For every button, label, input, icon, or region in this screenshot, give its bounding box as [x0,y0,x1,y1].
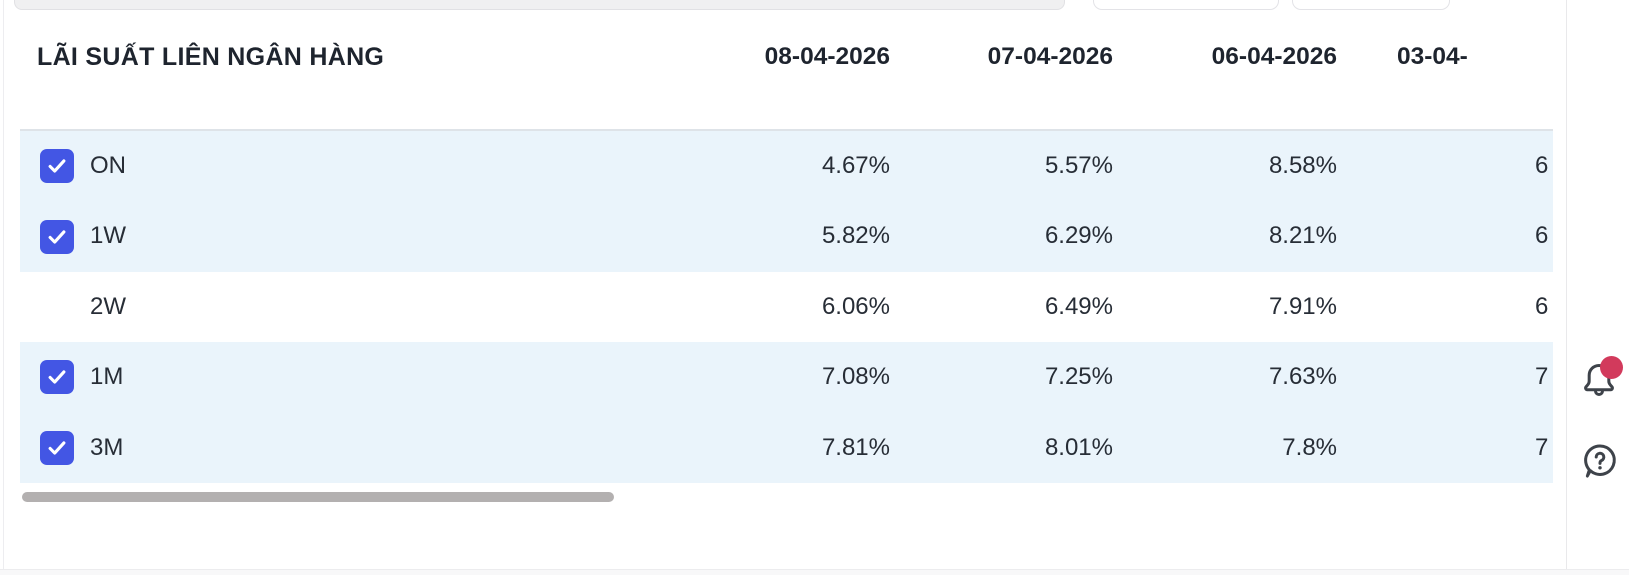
panel-left-border [3,0,4,574]
row-checkbox[interactable] [40,360,74,395]
rate-cell: 8.21% [1268,222,1337,250]
rate-cell: 4.67% [821,152,890,179]
table-row-1m: 1M 7.08% 7.25% 7.63% 7 [20,342,1553,413]
row-label: 3M [90,433,124,461]
rate-cell-clipped: 6 [1535,222,1549,250]
table-row-2w: 2W 6.06% 6.49% 7.91% 6 [20,271,1553,343]
checkmark-icon [48,159,66,173]
row-checkbox[interactable] [40,149,74,184]
row-label: 1M [90,363,124,391]
row-checkbox[interactable] [40,430,74,465]
rate-cell-clipped: 6 [1535,152,1549,179]
rate-cell: 5.82% [821,222,890,250]
table-body: ON 4.67% 5.57% 8.58% 6 1W 5.82% 6.29% 8.… [20,131,1553,483]
rate-cell: 6.29% [1044,222,1113,250]
checkmark-icon [48,229,66,244]
rate-cell: 7.25% [1044,363,1113,391]
column-header-date-4: 03-04- [1397,43,1468,70]
right-rail-divider [1566,0,1567,574]
bottom-section-edge [0,569,1629,575]
interbank-rates-table: LÃI SUẤT LIÊN NGÂN HÀNG 08-04-2026 07-04… [20,0,1553,505]
rate-cell-clipped: 6 [1535,292,1549,320]
rate-cell: 5.57% [1044,152,1113,179]
column-header-date-2: 07-04-2026 [987,43,1113,70]
checkmark-icon [48,441,66,455]
rate-cell: 7.63% [1268,363,1337,391]
row-label: 1W [90,222,126,250]
column-header-date-1: 08-04-2026 [764,43,890,70]
checkmark-icon [48,370,66,384]
rate-cell-clipped: 7 [1535,433,1549,461]
rate-cell-clipped: 7 [1535,363,1549,391]
table-row-3m: 3M 7.81% 8.01% 7.8% 7 [20,412,1553,483]
notification-badge [1600,356,1623,379]
table-title: LÃI SUẤT LIÊN NGÂN HÀNG [37,43,385,71]
horizontal-scrollbar-thumb[interactable] [22,492,614,502]
header-divider [20,129,1553,131]
rate-cell: 8.58% [1268,152,1337,179]
rate-cell: 7.08% [821,363,890,391]
row-checkbox[interactable] [40,219,74,254]
help-icon[interactable] [1581,441,1619,481]
table-row-1w: 1W 5.82% 6.29% 8.21% 6 [20,201,1553,272]
rate-cell: 6.06% [821,292,890,320]
table-row-on: ON 4.67% 5.57% 8.58% 6 [20,131,1553,202]
row-label: 2W [90,292,126,320]
rate-cell: 7.8% [1282,433,1337,461]
rate-cell: 7.81% [821,433,890,461]
rate-cell: 7.91% [1268,292,1337,320]
row-label: ON [90,152,126,179]
column-header-date-3: 06-04-2026 [1211,43,1337,70]
rate-cell: 8.01% [1044,433,1113,461]
rate-cell: 6.49% [1044,292,1113,320]
